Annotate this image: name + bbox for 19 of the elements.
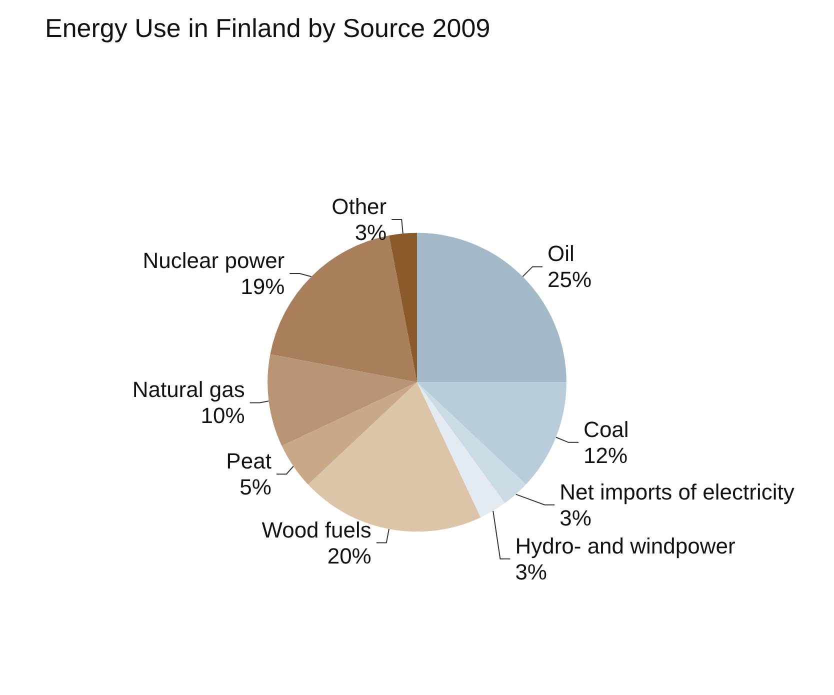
slice-label: Natural gas bbox=[132, 377, 245, 402]
slice-label: Oil bbox=[548, 241, 574, 266]
slice-label: Other bbox=[332, 194, 387, 220]
slice-label: Coal bbox=[584, 416, 629, 442]
data-label: 3% bbox=[515, 559, 547, 584]
chart-title: Energy Use in Finland by Source 2009 bbox=[45, 13, 490, 43]
data-label: 3% bbox=[354, 220, 387, 246]
slice-label: Wood fuels bbox=[262, 517, 372, 542]
data-label: 20% bbox=[327, 543, 372, 568]
slice-label: Peat bbox=[226, 448, 272, 474]
data-label: 10% bbox=[200, 403, 245, 428]
data-label: 19% bbox=[240, 274, 285, 300]
data-label: 12% bbox=[584, 442, 628, 468]
data-label: 3% bbox=[560, 505, 592, 530]
slice-label: Nuclear power bbox=[142, 248, 285, 274]
slice-label: Hydro- and windpower bbox=[515, 533, 736, 558]
slice-label: Net imports of electricity bbox=[560, 479, 794, 504]
data-label: 25% bbox=[548, 267, 592, 292]
data-label: 5% bbox=[240, 474, 272, 500]
